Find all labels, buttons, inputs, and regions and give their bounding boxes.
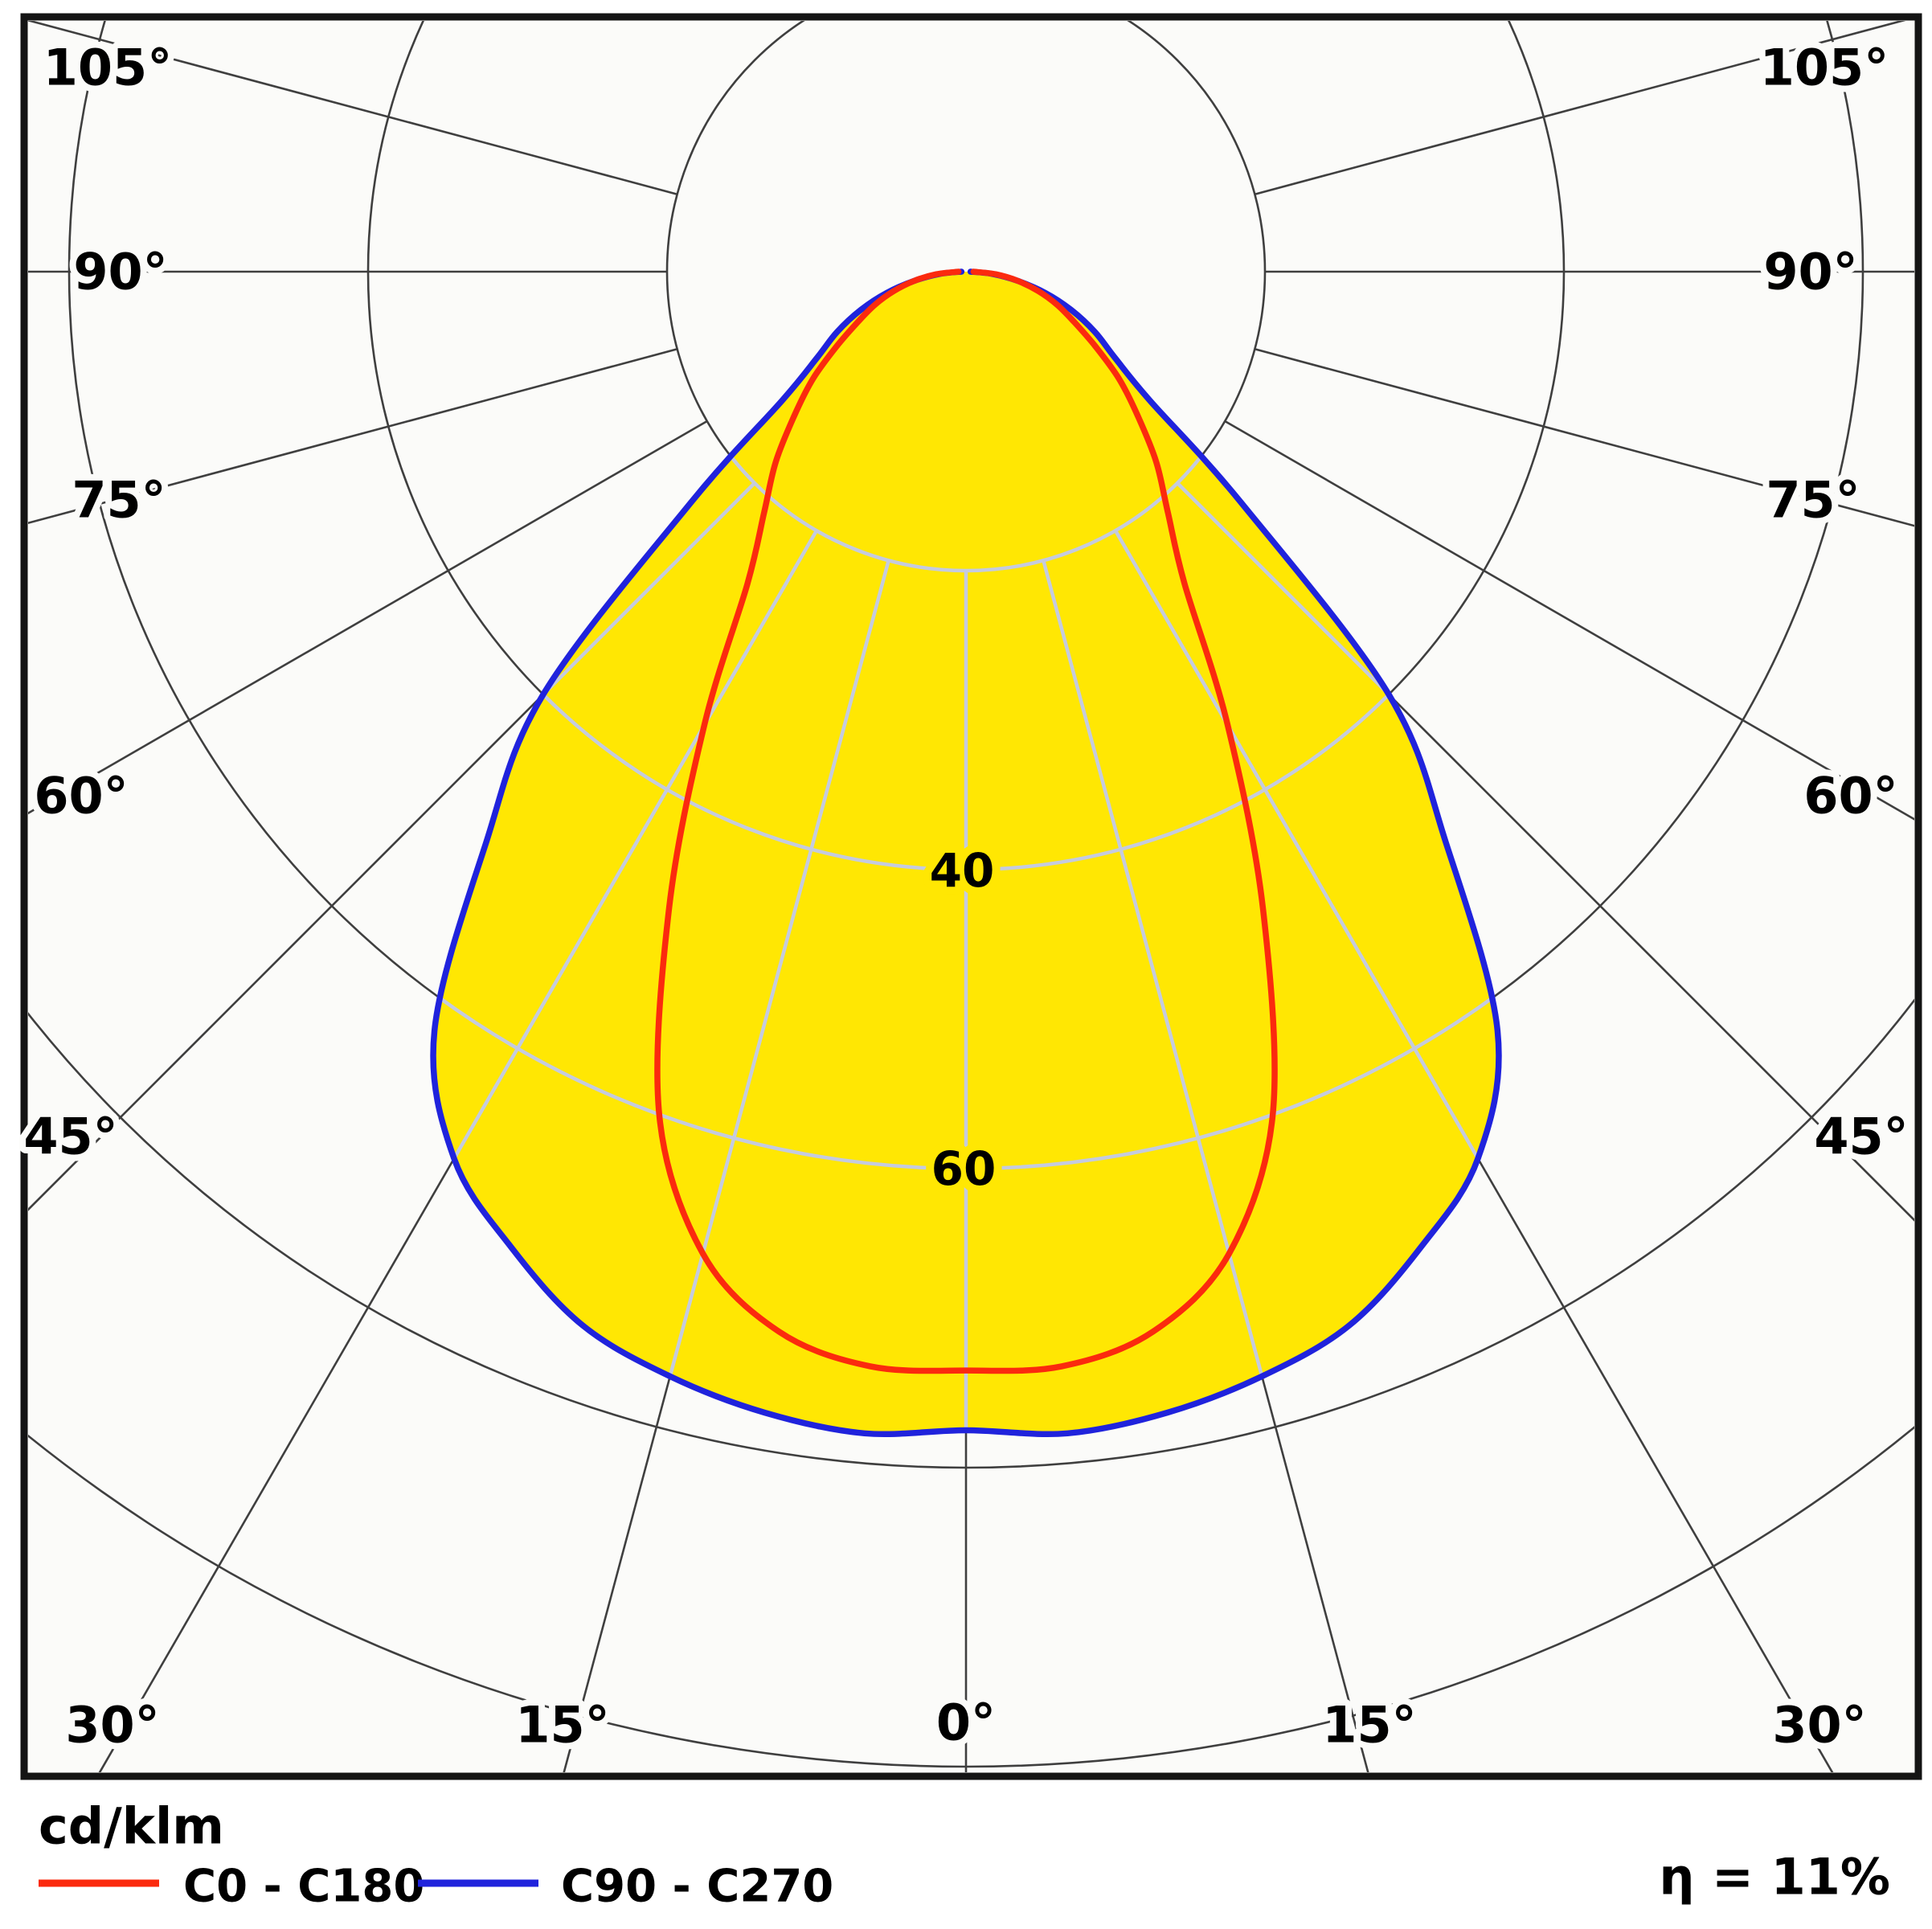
grid-ring — [28, 997, 1914, 1468]
grid-ray — [1114, 530, 1499, 1435]
grid-ring — [433, 272, 1499, 872]
angle-label-right-60: 60° — [1803, 767, 1897, 825]
angle-label-left-90: 90° — [73, 243, 167, 301]
grid-ray — [433, 559, 890, 1435]
grid-ray — [433, 530, 818, 1435]
ring-label-60: 60 — [931, 1141, 997, 1196]
ring-label-40: 40 — [930, 843, 995, 898]
efficiency-label: η = 11% — [1659, 1848, 1890, 1906]
curve-c90-c270 — [430, 268, 1502, 1438]
grid-ray — [28, 420, 708, 815]
angle-label-left-75: 75° — [72, 471, 166, 530]
legend: C0 - C180 C90 - C270 — [39, 1861, 833, 1913]
angle-label-left-60: 60° — [34, 767, 128, 825]
angle-label-right-90: 90° — [1763, 243, 1857, 301]
grid-ray — [28, 482, 755, 1211]
grid-ray — [1042, 559, 1499, 1435]
plot-border — [20, 13, 1922, 1780]
angle-label-left-45: 45° — [23, 1108, 117, 1166]
grid-ray — [28, 348, 678, 525]
angle-label-left-105: 105° — [43, 39, 172, 97]
angle-label-right-75: 75° — [1766, 471, 1860, 530]
unit-label: cd/klm — [39, 1797, 224, 1856]
angle-label-bottom-15-left: 15° — [515, 1696, 609, 1755]
grid-ray — [1254, 21, 1906, 195]
angle-label-bottom-30-right: 30° — [1772, 1696, 1866, 1755]
grid-ring — [433, 272, 1499, 1171]
grid-ray — [28, 21, 678, 195]
grid-ray — [1254, 348, 1914, 527]
angle-label-right-45: 45° — [1814, 1108, 1908, 1166]
angle-label-bottom-15-right: 15° — [1322, 1696, 1416, 1755]
grid-ring — [28, 1425, 1914, 1767]
curve-c0-c180 — [654, 268, 1278, 1374]
angle-label-bottom-30-left: 30° — [65, 1696, 159, 1755]
angle-label-bottom-0: 0° — [936, 1694, 996, 1752]
legend-label-c90-c270: C90 - C270 — [561, 1861, 833, 1913]
angle-label-right-105: 105° — [1760, 39, 1889, 97]
grid-ray — [1224, 420, 1914, 821]
grid-ring — [665, 272, 1267, 573]
legend-label-c0-c180: C0 - C180 — [183, 1861, 424, 1913]
grid-ray — [1177, 482, 1914, 1222]
